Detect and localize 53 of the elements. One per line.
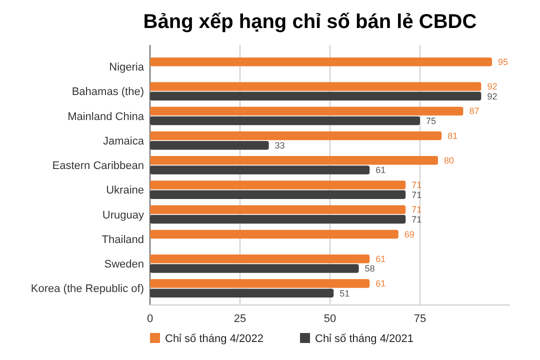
legend-label: Chỉ số tháng 4/2021 — [315, 332, 414, 345]
bar — [150, 254, 370, 264]
bar — [150, 131, 442, 140]
data-label: 51 — [340, 288, 350, 298]
bar — [150, 166, 370, 174]
chart-title: Bảng xếp hạng chỉ số bán lẻ CBDC — [143, 11, 477, 33]
data-label: 92 — [487, 82, 498, 92]
bar — [150, 57, 492, 66]
data-label: 95 — [498, 56, 508, 67]
bar — [150, 264, 359, 273]
y-tick-label: Korea (the Republic of) — [30, 283, 144, 296]
data-label: 75 — [426, 116, 436, 126]
bar — [150, 141, 269, 150]
y-tick-label: Mainland China — [68, 110, 145, 123]
bar — [150, 92, 482, 101]
bar — [150, 190, 406, 200]
y-tick-label: Sweden — [104, 258, 144, 271]
y-tick-label: Thailand — [102, 234, 144, 246]
bar — [150, 214, 406, 224]
data-label: 61 — [376, 165, 386, 176]
data-label: 80 — [444, 155, 454, 166]
bar — [150, 288, 334, 298]
y-tick-label: Uruguay — [102, 209, 144, 222]
data-label: 58 — [364, 264, 375, 274]
data-label: 87 — [469, 106, 480, 116]
data-label: 92 — [487, 91, 498, 102]
data-label: 61 — [376, 254, 386, 264]
data-label: 69 — [404, 229, 414, 240]
data-label: 61 — [376, 278, 386, 289]
bar — [150, 180, 406, 190]
data-label: 33 — [274, 140, 285, 151]
bar — [150, 106, 464, 116]
bar — [150, 205, 406, 214]
x-tick-label: 25 — [234, 313, 246, 325]
x-tick-label: 50 — [324, 313, 336, 325]
bar — [150, 279, 370, 288]
x-tick-label: 0 — [146, 313, 154, 325]
y-tick-label: Nigeria — [109, 62, 145, 74]
legend-label: Chỉ số tháng 4/2022 — [165, 332, 264, 345]
x-tick-label: 75 — [414, 313, 426, 325]
bar — [150, 116, 420, 126]
y-tick-label: Ukraine — [106, 184, 144, 197]
data-label: 81 — [448, 130, 458, 141]
data-label: 71 — [412, 204, 422, 215]
data-label: 71 — [412, 190, 422, 200]
y-tick-label: Bahamas (the) — [72, 86, 144, 98]
bar — [150, 230, 398, 239]
data-label: 71 — [412, 180, 422, 190]
y-tick-label: Eastern Caribbean — [52, 160, 144, 172]
y-tick-label: Jamaica — [103, 135, 145, 148]
bar — [150, 156, 438, 165]
data-label: 71 — [412, 214, 422, 224]
bar — [150, 82, 482, 91]
